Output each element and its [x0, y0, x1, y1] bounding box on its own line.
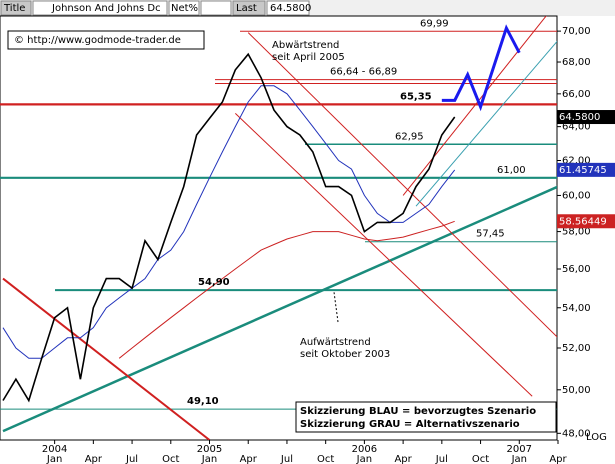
x-tick-label: Apr	[85, 454, 103, 464]
y-tick-label: 50,00	[562, 385, 591, 396]
level-label: 54,90	[198, 277, 230, 288]
copyright-box	[7, 30, 205, 50]
legend-text: Skizzierung BLAU = bevorzugtes Szenario	[300, 406, 536, 417]
annotation: seit Oktober 2003	[300, 349, 390, 360]
y-tick-label: 70,00	[562, 26, 591, 37]
level-label: 66,64 - 66,89	[330, 67, 397, 78]
x-tick-label: Oct	[162, 454, 179, 464]
price-line	[2, 52, 456, 403]
x-tick-label: Oct	[472, 454, 489, 464]
header-name: Johnson And Johns Dc	[51, 3, 161, 14]
header-cell	[32, 0, 168, 16]
annotation-arrow	[333, 291, 339, 323]
header-cell	[200, 0, 232, 16]
price-tag	[557, 162, 615, 177]
level-label: 49,10	[187, 396, 219, 407]
x-tick-label: Jul	[435, 454, 448, 464]
x-year-label: 2005	[197, 444, 222, 455]
annotation: Aufwärtstrend	[300, 337, 371, 348]
y-tick-label: 64,00	[562, 122, 591, 133]
annotation: seit April 2005	[272, 52, 345, 63]
level-label: 57,45	[476, 229, 505, 240]
y-tick-label: 58,00	[562, 227, 591, 238]
x-tick-label: Oct	[317, 454, 334, 464]
annotation: Abwärtstrend	[272, 40, 339, 51]
y-tick-label: 56,00	[562, 264, 591, 275]
x-year-label: 2006	[352, 444, 377, 455]
x-tick-label: Jan	[46, 454, 62, 464]
header-cell	[168, 0, 200, 16]
x-tick-label: Jan	[511, 454, 527, 464]
trendline	[234, 113, 533, 397]
price-line	[118, 220, 455, 359]
header-title: Title	[3, 3, 25, 14]
price-line	[2, 85, 456, 359]
trendline	[415, 40, 557, 207]
trendline	[2, 185, 557, 433]
plot-layer	[0, 16, 557, 440]
header-cell	[266, 0, 310, 16]
price-tag	[557, 214, 615, 229]
level-label: 62,95	[395, 131, 424, 142]
header-last-label: Last	[236, 3, 257, 14]
x-tick-label: Apr	[394, 454, 412, 464]
y-tick-label: 52,00	[562, 343, 591, 354]
price-tag	[557, 110, 615, 125]
level-label: 69,99	[420, 18, 449, 29]
x-tick-label: Jul	[125, 454, 138, 464]
header-cell	[0, 0, 32, 16]
y-tick-label: 60,00	[562, 190, 591, 201]
price-tag-label: 61.45745	[559, 165, 607, 176]
copyright: © http://www.godmode-trader.de	[14, 35, 181, 46]
x-year-label: 2007	[507, 444, 532, 455]
header-last: 64.5800	[270, 3, 311, 14]
level-label: 65,35	[400, 91, 432, 102]
x-year-label: 2004	[42, 444, 67, 455]
legend-box	[295, 401, 557, 433]
legend-text: Skizzierung GRAU = Alternativszenario	[300, 419, 520, 430]
x-tick-label: Jul	[280, 454, 293, 464]
trendline	[2, 277, 211, 440]
header-net: Net%	[171, 3, 198, 14]
x-tick-label: Jan	[356, 454, 372, 464]
y-tick-label: 62,00	[562, 155, 591, 166]
trendline	[402, 16, 547, 196]
x-tick-label: Apr	[240, 454, 258, 464]
log-label: LOG	[586, 432, 607, 443]
level-label: 61,00	[497, 165, 526, 176]
x-tick-label: Jan	[201, 454, 217, 464]
scenario-line	[441, 24, 521, 112]
y-tick-label: 54,00	[562, 303, 591, 314]
header-cell	[232, 0, 266, 16]
y-tick-label: 68,00	[562, 57, 591, 68]
y-tick-label: 48,00	[562, 428, 591, 439]
price-tag-label: 58.56449	[559, 216, 607, 227]
x-tick-label: Apr	[549, 454, 567, 464]
price-tag-label: 64.5800	[559, 112, 600, 123]
y-tick-label: 66,00	[562, 89, 591, 100]
trendline	[247, 32, 557, 338]
